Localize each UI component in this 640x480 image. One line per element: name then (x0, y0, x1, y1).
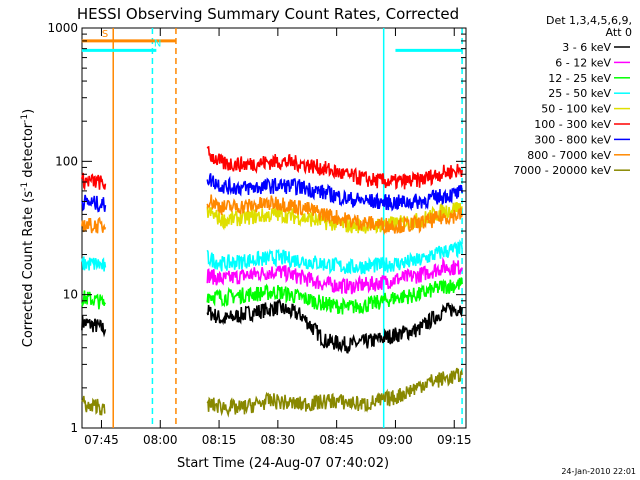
series-line-100-300-kev (206, 145, 463, 191)
y-axis-label-exp2: -1 (20, 114, 30, 123)
y-tick-label: 10 (63, 288, 78, 302)
legend-label-3-6-kev: 3 - 6 keV (562, 41, 611, 54)
flag-label: N (154, 38, 161, 49)
series-line-100-300-kev (81, 172, 107, 191)
series-line-7000-20000-kev (206, 367, 463, 418)
legend: Det 1,3,4,5,6,9, Att 0 3 - 6 keV 6 - 12 k… (513, 14, 632, 177)
plot-area: S N 07:45 08:00 08:15 08:30 08:45 09:00 09:15 1… (47, 21, 471, 447)
legend-label-7000-20000-kev: 7000 - 20000 keV (513, 164, 611, 177)
x-tick-label: 07:45 (84, 433, 119, 447)
y-axis-ticks: 1 10 100 1000 (47, 21, 466, 435)
x-tick-label: 09:15 (437, 433, 472, 447)
y-axis-label-exp1: -1 (20, 182, 30, 191)
legend-label-800-7000-kev: 800 - 7000 keV (527, 149, 611, 162)
y-axis-label-mid: detector (21, 122, 36, 182)
series-line-25-50-kev (81, 256, 107, 272)
flag-label: S (102, 29, 108, 40)
series-line-3-6-kev (81, 315, 107, 338)
y-tick-label: 1000 (47, 21, 78, 35)
legend-label-50-100-kev: 50 - 100 keV (541, 103, 611, 116)
series-line-12-25-kev (81, 290, 107, 310)
x-axis-ticks: 07:45 08:00 08:15 08:30 08:45 09:00 09:15 (84, 28, 472, 447)
legend-header-line-2: Att 0 (606, 26, 632, 39)
legend-label-12-25-kev: 12 - 25 keV (548, 72, 611, 85)
footer-timestamp: 24-Jan-2010 22:01 (561, 467, 636, 476)
series-line-300-800-kev (206, 173, 463, 212)
series-layer (81, 145, 463, 418)
x-tick-label: 08:00 (143, 433, 178, 447)
series-line-12-25-kev (206, 277, 463, 315)
legend-header-line-1: Det 1,3,4,5,6,9, (546, 14, 632, 27)
series-line-7000-20000-kev (81, 395, 106, 416)
legend-label-6-12-kev: 6 - 12 keV (555, 56, 611, 69)
x-tick-label: 08:15 (202, 433, 237, 447)
chart-title: HESSI Observing Summary Count Rates, Cor… (77, 5, 459, 23)
series-line-800-7000-kev (206, 194, 463, 236)
y-axis-label-end: ) (21, 109, 36, 114)
series-line-300-800-kev (81, 194, 107, 213)
series-line-25-50-kev (206, 239, 463, 275)
series-line-3-6-kev (206, 298, 463, 354)
y-axis-label: Corrected Count Rate (s-1 detector-1) (20, 109, 36, 347)
legend-entries: 3 - 6 keV 6 - 12 keV 12 - 25 keV 25 - 50 ke… (513, 41, 630, 177)
series-line-6-12-kev (206, 256, 463, 295)
y-tick-label: 1 (70, 421, 78, 435)
series-line-800-7000-kev (81, 216, 107, 234)
y-tick-label: 100 (55, 154, 78, 168)
x-axis-label: Start Time (24-Aug-07 07:40:02) (177, 456, 389, 471)
y-axis-label-main: Corrected Count Rate (s (21, 191, 36, 348)
legend-label-300-800-kev: 300 - 800 keV (534, 133, 611, 146)
legend-label-100-300-kev: 100 - 300 keV (534, 118, 611, 131)
x-tick-label: 09:00 (378, 433, 413, 447)
x-tick-label: 08:45 (319, 433, 354, 447)
plot-frame (81, 27, 467, 429)
x-tick-label: 08:30 (261, 433, 296, 447)
legend-label-25-50-kev: 25 - 50 keV (548, 87, 611, 100)
